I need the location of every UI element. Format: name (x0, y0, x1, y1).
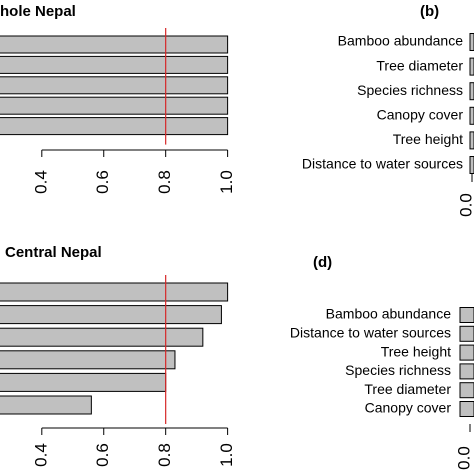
bar (0, 305, 222, 325)
bar-stub (469, 156, 474, 174)
category-label: Distance to water sources (290, 325, 451, 341)
bar (0, 327, 204, 347)
bar-stub (459, 344, 474, 361)
x-tick-label: 0.6 (93, 170, 112, 194)
bar-stub (469, 57, 474, 76)
x-tick-label: 0.0 (454, 446, 473, 470)
bar-stub (469, 33, 474, 51)
category-label: Tree height (381, 343, 451, 359)
panel-title: (d) (313, 254, 332, 271)
panel-title: hole Nepal (0, 3, 76, 20)
panel-title: (b) (420, 3, 439, 20)
x-tick-label: 0.8 (155, 443, 174, 467)
bar (0, 35, 229, 54)
x-tick-label: 0.8 (155, 170, 174, 194)
bar (0, 372, 167, 392)
bar-stub (459, 325, 474, 342)
x-tick-label: 0.4 (31, 443, 50, 467)
category-label: Tree diameter (364, 381, 451, 397)
category-label: Bamboo abundance (326, 306, 452, 322)
bar (0, 76, 229, 95)
x-tick-label: 1.0 (217, 170, 236, 194)
bar (0, 117, 229, 136)
x-tick-label: 1.0 (217, 443, 236, 467)
bar (0, 282, 229, 302)
bar (0, 96, 229, 115)
bar (0, 55, 229, 74)
category-label: Distance to water sources (302, 156, 463, 172)
bar-stub (459, 307, 474, 323)
bar (0, 350, 176, 370)
panel-title: Central Nepal (5, 244, 102, 261)
bar-stub (469, 106, 474, 125)
bar (0, 395, 92, 415)
x-tick-label: 0.6 (93, 443, 112, 467)
category-label: Tree height (393, 131, 463, 147)
category-label: Species richness (345, 362, 451, 378)
category-label: Canopy cover (377, 107, 464, 123)
bar-stub (469, 82, 474, 101)
category-label: Bamboo abundance (338, 33, 464, 49)
bar-stub (459, 401, 474, 417)
bar-stub (459, 363, 474, 380)
category-label: Canopy cover (365, 400, 452, 416)
category-label: Tree diameter (376, 57, 463, 73)
x-tick-label: 0.0 (456, 193, 474, 217)
bar-stub (459, 382, 474, 399)
x-tick-label: 0.4 (31, 170, 50, 194)
bar-stub (469, 131, 474, 150)
category-label: Species richness (357, 82, 463, 98)
